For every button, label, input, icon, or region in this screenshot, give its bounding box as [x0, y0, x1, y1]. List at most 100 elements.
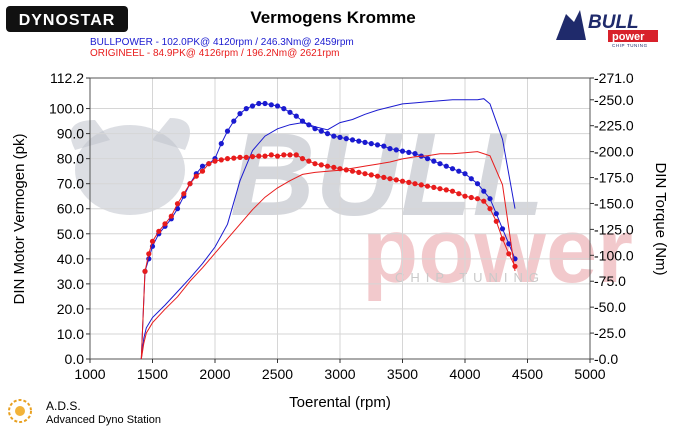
- x-tick-label: 4500: [512, 366, 543, 382]
- dynostar-logo: DYNOSTAR: [6, 6, 128, 32]
- data-point-bullpower-power: [237, 111, 243, 117]
- data-point-bullpower-power: [262, 100, 268, 107]
- data-point-origineel-power: [243, 154, 249, 160]
- data-point-bullpower-power: [481, 188, 487, 194]
- data-point-bullpower-power: [362, 139, 368, 145]
- data-point-bullpower-power: [387, 146, 393, 152]
- data-point-bullpower-power: [256, 100, 262, 107]
- data-point-origineel-power: [456, 191, 462, 197]
- data-point-origineel-power: [499, 236, 506, 242]
- bull-watermark-icon: [75, 125, 185, 215]
- legend-origineel: ORIGINEEL - 84.9PK@ 4126rpm / 196.2Nm@ 2…: [90, 48, 339, 59]
- data-point-origineel-power: [306, 158, 312, 164]
- y2-tick-label: -25.0: [594, 325, 626, 341]
- data-point-bullpower-power: [499, 226, 506, 232]
- series-line-origineel-torque: [140, 151, 516, 360]
- data-point-origineel-power: [142, 268, 148, 274]
- y-tick-label: 80.0: [57, 151, 84, 167]
- series-line-bullpower-torque: [140, 98, 516, 360]
- data-point-origineel-power: [281, 152, 287, 158]
- ads-sun-core-icon: [15, 406, 25, 416]
- data-point-origineel-power: [156, 228, 162, 234]
- data-point-origineel-power: [274, 153, 281, 159]
- data-point-bullpower-power: [406, 149, 412, 155]
- data-point-bullpower-power: [281, 106, 287, 112]
- dynostar-logo-text: DYNOSTAR: [19, 12, 116, 29]
- y-tick-label: 40.0: [57, 251, 84, 267]
- y-tick-label: 70.0: [57, 176, 84, 192]
- data-point-origineel-power: [231, 155, 237, 161]
- data-point-origineel-power: [462, 193, 468, 199]
- data-point-origineel-power: [268, 152, 274, 158]
- data-point-origineel-power: [374, 173, 381, 179]
- data-point-origineel-power: [381, 174, 387, 180]
- y-tick-label: 0.0: [65, 351, 85, 367]
- y2-tick-label: -75.0: [594, 273, 626, 289]
- y2-tick-label: -200.0: [594, 144, 634, 160]
- x-axis-title: Toerental (rpm): [289, 394, 391, 411]
- data-point-origineel-power: [331, 164, 337, 170]
- data-point-origineel-power: [387, 176, 393, 182]
- data-point-origineel-power: [149, 238, 156, 244]
- data-point-origineel-power: [212, 158, 218, 164]
- watermark-top-text: BULL: [230, 109, 545, 241]
- y-axis-right: -0.0 -25.0 -50.0 -75.0 -100.0 -125.0 -150.0 -17…: [590, 70, 634, 367]
- data-point-bullpower-power: [349, 137, 356, 143]
- x-tick-label: 5000: [574, 366, 605, 382]
- data-point-origineel-power: [487, 206, 493, 212]
- data-point-origineel-power: [262, 153, 268, 159]
- data-point-origineel-power: [493, 218, 499, 224]
- data-point-origineel-power: [406, 179, 412, 185]
- data-point-bullpower-power: [468, 176, 474, 182]
- y2-tick-label: -125.0: [594, 221, 634, 237]
- data-point-origineel-power: [368, 172, 374, 178]
- data-point-origineel-power: [449, 188, 456, 194]
- y-tick-label: 30.0: [57, 276, 84, 292]
- data-point-bullpower-power: [274, 103, 281, 109]
- data-point-bullpower-power: [268, 102, 274, 108]
- y-tick-label: 112.2: [50, 70, 84, 86]
- data-point-bullpower-power: [231, 118, 237, 124]
- data-point-bullpower-power: [493, 211, 499, 217]
- y2-tick-label: -271.0: [594, 70, 634, 86]
- data-point-origineel-power: [443, 187, 449, 193]
- data-point-bullpower-power: [462, 171, 468, 177]
- data-point-bullpower-power: [487, 196, 493, 202]
- data-point-origineel-power: [393, 177, 399, 183]
- x-tick-label: 1000: [74, 366, 105, 382]
- data-point-bullpower-power: [243, 106, 249, 112]
- data-point-bullpower-power: [424, 156, 431, 162]
- bullpower-logo-red-band: [608, 30, 658, 42]
- x-tick-label: 4000: [449, 366, 480, 382]
- data-point-origineel-power: [256, 153, 262, 159]
- data-point-bullpower-power: [393, 147, 399, 153]
- data-point-bullpower-power: [506, 241, 512, 247]
- data-point-origineel-power: [224, 156, 231, 162]
- data-point-origineel-power: [299, 156, 306, 162]
- data-point-bullpower-power: [199, 163, 206, 169]
- y-tick-label: 50.0: [57, 226, 84, 242]
- data-point-origineel-power: [418, 182, 424, 188]
- y2-tick-label: -50.0: [594, 299, 626, 315]
- data-point-bullpower-power: [368, 141, 374, 147]
- data-point-bullpower-power: [324, 131, 331, 137]
- data-point-bullpower-power: [356, 138, 362, 144]
- y-tick-label: 90.0: [57, 126, 84, 142]
- data-point-bullpower-power: [249, 103, 256, 109]
- data-point-origineel-power: [218, 157, 224, 163]
- data-point-origineel-power: [318, 162, 324, 168]
- data-point-origineel-power: [481, 198, 487, 204]
- data-point-origineel-power: [174, 201, 181, 207]
- y2-tick-label: -0.0: [594, 351, 618, 367]
- data-point-origineel-power: [293, 152, 299, 158]
- data-point-bullpower-power: [218, 141, 224, 147]
- data-point-bullpower-power: [412, 151, 418, 157]
- data-point-origineel-power: [474, 196, 481, 202]
- data-point-bullpower-power: [431, 158, 437, 164]
- data-point-origineel-power: [193, 173, 199, 179]
- data-point-bullpower-power: [343, 136, 349, 142]
- data-point-bullpower-power: [443, 163, 449, 169]
- x-tick-label: 2500: [262, 366, 293, 382]
- y-axis-left: 0.0 10.0 20.0 30.0 40.0 50.0 60.0 70.0 80.0 90.0 1…: [49, 70, 90, 367]
